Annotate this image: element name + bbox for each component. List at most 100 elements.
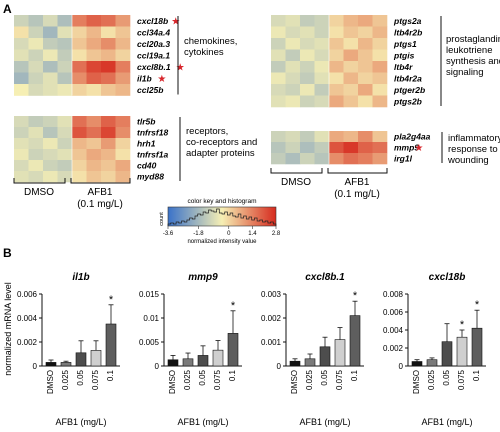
heatmap-cell — [372, 38, 388, 50]
heatmap-cell — [300, 95, 315, 108]
heatmap-cell — [14, 84, 29, 96]
gene-label: ptgs1 — [393, 39, 417, 49]
x-tick-label: 0.075 — [457, 369, 466, 390]
x-tick-label: 0.05 — [442, 369, 451, 385]
chart-title: cxcl8b.1 — [305, 272, 345, 283]
color-key-tick-label: 1.4 — [248, 231, 257, 237]
heatmap-cell — [372, 72, 388, 85]
bar — [304, 358, 316, 367]
heatmap-cell — [14, 116, 29, 128]
heatmap-cell — [86, 84, 102, 96]
x-axis-label: AFB1 (mg/L) — [299, 417, 350, 427]
heatmap-cell — [372, 49, 388, 62]
heatmap-cell — [343, 153, 359, 165]
x-axis-label: AFB1 (mg/L) — [177, 417, 228, 427]
y-tick-label: 0.003 — [261, 290, 282, 299]
gene-label: ptger2b — [393, 85, 425, 95]
heatmap-cell — [86, 15, 102, 27]
heatmap-cell — [101, 15, 116, 27]
heatmap-cell — [314, 72, 330, 85]
afb1-label-right: AFB1 — [344, 177, 369, 188]
heatmap-cell — [115, 160, 131, 172]
heatmap-cell — [72, 15, 87, 27]
x-tick-label: DMSO — [412, 370, 421, 394]
gene-label: irg1l — [394, 154, 413, 164]
gene-label: mmp9 — [394, 143, 419, 153]
bar — [456, 336, 468, 367]
x-tick-label: 0.075 — [335, 369, 344, 390]
heatmap-cell — [115, 84, 131, 96]
heatmap-cell — [28, 26, 44, 39]
heatmap-cell — [14, 138, 29, 150]
group-label: inflammatory response to wounding — [447, 133, 500, 166]
x-tick-label: 0.1 — [228, 369, 237, 381]
x-tick-label: DMSO — [46, 370, 55, 394]
heatmap-cell — [72, 171, 87, 183]
bar — [45, 362, 57, 367]
gene-label: ccl20a.3 — [137, 39, 170, 49]
x-tick-label: 0.025 — [183, 369, 192, 390]
heatmap-cell — [329, 61, 344, 73]
heatmap-cell — [86, 171, 102, 183]
heatmap-cell — [14, 38, 29, 50]
heatmap-cell — [72, 160, 87, 172]
heatmap-cell — [86, 160, 102, 172]
gene-label: tnfrsf18 — [137, 128, 168, 138]
y-tick-label: 0.006 — [383, 308, 404, 317]
heatmap-cell — [86, 127, 102, 139]
heatmap-cell — [101, 116, 116, 128]
heatmap-cell — [285, 61, 301, 73]
gene-label: ccl25b — [137, 85, 163, 95]
heatmap-cell — [14, 149, 29, 161]
heatmap-cell — [72, 116, 87, 128]
x-tick-label: 0.05 — [198, 369, 207, 385]
x-tick-label: 0.025 — [61, 369, 70, 390]
heatmap-cell — [343, 15, 359, 27]
heatmap-cell — [358, 142, 373, 154]
heatmap-cell — [343, 49, 359, 62]
heatmap-cell — [28, 127, 44, 139]
gene-label: myd88 — [137, 172, 164, 182]
heatmap-cell — [372, 84, 388, 96]
heatmap-cell — [72, 61, 87, 73]
heatmap-cell — [343, 38, 359, 50]
heatmap-cell — [300, 49, 315, 62]
x-tick-label: 0.05 — [320, 369, 329, 385]
heatmap-cell — [300, 61, 315, 73]
bar — [75, 352, 87, 367]
heatmap-cell — [314, 15, 330, 27]
heatmap-cell — [300, 131, 315, 143]
heatmap-cell — [86, 49, 102, 62]
bar — [60, 362, 72, 367]
heatmap-cell — [101, 49, 116, 62]
heatmap-cell — [86, 138, 102, 150]
heatmap-cell — [43, 61, 58, 73]
heatmap-cell — [343, 131, 359, 143]
gene-label: pla2g4aa — [393, 132, 431, 142]
gene-label: ltb4r — [394, 62, 413, 72]
heatmap-cell — [271, 84, 286, 96]
heatmap-cell — [343, 72, 359, 85]
gene-label: tlr5b — [137, 117, 155, 127]
significance-star: ★ — [414, 143, 423, 154]
heatmap-cell — [285, 153, 301, 165]
heatmap-cell — [358, 131, 373, 143]
heatmap-cell — [101, 171, 116, 183]
bar — [105, 323, 117, 367]
color-key-ticks: -3.6 -1.8 0 1.4 2.8 — [163, 226, 281, 237]
gene-label: cxcl18b — [137, 16, 168, 26]
heatmap-cell — [43, 72, 58, 85]
heatmap-cell — [57, 61, 73, 73]
heatmap-cell — [57, 49, 73, 62]
heatmap-cell — [285, 26, 301, 39]
heatmap-cell — [314, 131, 330, 143]
heatmap-cell — [329, 38, 344, 50]
x-tick-label: 0.1 — [106, 369, 115, 381]
heatmap-cell — [115, 149, 131, 161]
heatmap-cell — [343, 61, 359, 73]
color-key-tick-label: 0 — [227, 231, 231, 237]
heatmap-cell — [86, 26, 102, 39]
chart-title: mmp9 — [188, 272, 218, 283]
